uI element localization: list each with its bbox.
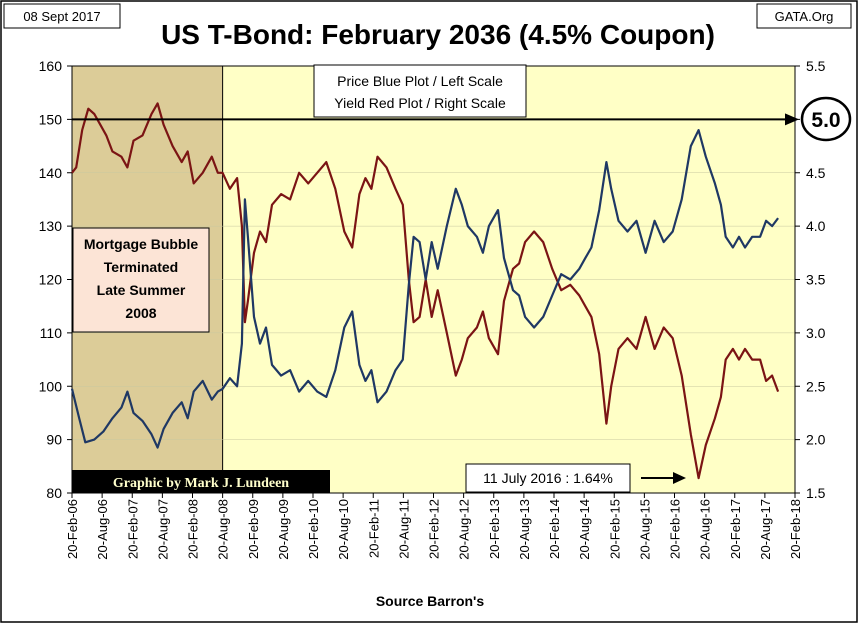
- yield-series-line: [71, 102, 780, 480]
- x-tick-label: 20-Feb-06: [65, 499, 80, 559]
- x-axis-title: Source Barron's: [376, 593, 485, 609]
- x-tick-label: 20-Aug-11: [396, 499, 411, 559]
- x-tick-label: 20-Aug-10: [336, 499, 351, 560]
- x-tick-label: 20-Feb-11: [366, 499, 381, 558]
- x-tick-label: 20-Feb-13: [487, 499, 502, 559]
- shaded-label-line-4: 2008: [125, 305, 156, 321]
- x-tick-label: 20-Feb-10: [306, 499, 321, 559]
- right-tick-label: 1.5: [806, 485, 826, 501]
- right-tick-label: 2.0: [806, 432, 826, 448]
- reference-arrow-head: [785, 113, 799, 126]
- left-tick-label: 150: [39, 111, 63, 127]
- left-axis: 80 90 100 110 120 130 140 150 160: [39, 58, 72, 501]
- x-tick-label: 20-Aug-17: [758, 499, 773, 560]
- left-tick-label: 160: [39, 58, 63, 74]
- shaded-label-line-2: Terminated: [104, 259, 178, 275]
- date-box: [3, 3, 121, 29]
- shaded-label-line-3: Late Summer: [97, 282, 186, 298]
- source-site-label: GATA.Org: [775, 9, 834, 24]
- shaded-label-line-1: Mortgage Bubble: [84, 236, 199, 252]
- right-tick-label: 2.5: [806, 378, 826, 394]
- x-axis: 20-Feb-06 20-Aug-06 20-Feb-07 20-Aug-07 20-F…: [65, 493, 803, 560]
- low-callout-arrow-head: [673, 472, 686, 484]
- x-tick-label: 20-Feb-12: [427, 499, 442, 559]
- chart-title: US T-Bond: February 2036 (4.5% Coupon): [161, 19, 715, 50]
- left-tick-label: 100: [39, 378, 63, 394]
- x-tick-label: 20-Aug-12: [457, 499, 472, 560]
- left-tick-label: 120: [39, 272, 63, 288]
- x-tick-label: 20-Aug-06: [95, 499, 110, 560]
- source-site-box: [756, 3, 852, 29]
- x-tick-label: 20-Feb-15: [607, 499, 622, 559]
- x-tick-label: 20-Feb-09: [246, 499, 261, 559]
- x-tick-label: 20-Feb-18: [788, 499, 803, 559]
- price-series-line: [70, 129, 779, 449]
- x-tick-label: 20-Feb-17: [728, 499, 743, 559]
- yield-marker-circle: [800, 96, 852, 142]
- x-tick-label: 20-Aug-16: [698, 499, 713, 560]
- credit-label: Graphic by Mark J. Lundeen: [113, 476, 289, 491]
- right-tick-label: 3.0: [806, 325, 826, 341]
- right-tick-label: 3.5: [806, 272, 826, 288]
- left-tick-label: 140: [39, 165, 63, 181]
- left-tick-label: 80: [46, 485, 62, 501]
- right-tick-label: 4.5: [806, 165, 826, 181]
- legend-line-1: Price Blue Plot / Left Scale: [337, 73, 503, 89]
- x-tick-label: 20-Feb-16: [668, 499, 683, 559]
- right-tick-label: 5.5: [806, 58, 826, 74]
- yield-marker-label: 5.0: [811, 109, 840, 132]
- x-tick-label: 20-Aug-08: [216, 499, 231, 560]
- x-tick-label: 20-Aug-14: [577, 499, 592, 560]
- x-tick-label: 20-Aug-13: [517, 499, 532, 560]
- low-callout-label: 11 July 2016 : 1.64%: [483, 470, 613, 486]
- right-tick-label: 4.0: [806, 218, 826, 234]
- date-label: 08 Sept 2017: [23, 9, 100, 24]
- right-axis: 1.5 2.0 2.5 3.0 3.5 4.0 4.5 5.5: [795, 58, 826, 501]
- shaded-region-label-box: [72, 227, 210, 333]
- left-tick-label: 130: [39, 218, 63, 234]
- x-tick-label: 20-Feb-14: [547, 499, 562, 559]
- x-tick-label: 20-Aug-15: [637, 499, 652, 560]
- legend-line-2: Yield Red Plot / Right Scale: [334, 95, 506, 111]
- left-tick-label: 90: [46, 432, 62, 448]
- legend-box: [313, 64, 527, 118]
- left-tick-label: 110: [40, 325, 63, 341]
- x-tick-label: 20-Aug-09: [276, 499, 291, 560]
- x-tick-label: 20-Feb-07: [125, 499, 140, 559]
- x-tick-label: 20-Aug-07: [155, 499, 170, 560]
- x-tick-label: 20-Feb-08: [186, 499, 201, 559]
- low-callout-box: [465, 463, 631, 493]
- credit-box: [72, 470, 330, 493]
